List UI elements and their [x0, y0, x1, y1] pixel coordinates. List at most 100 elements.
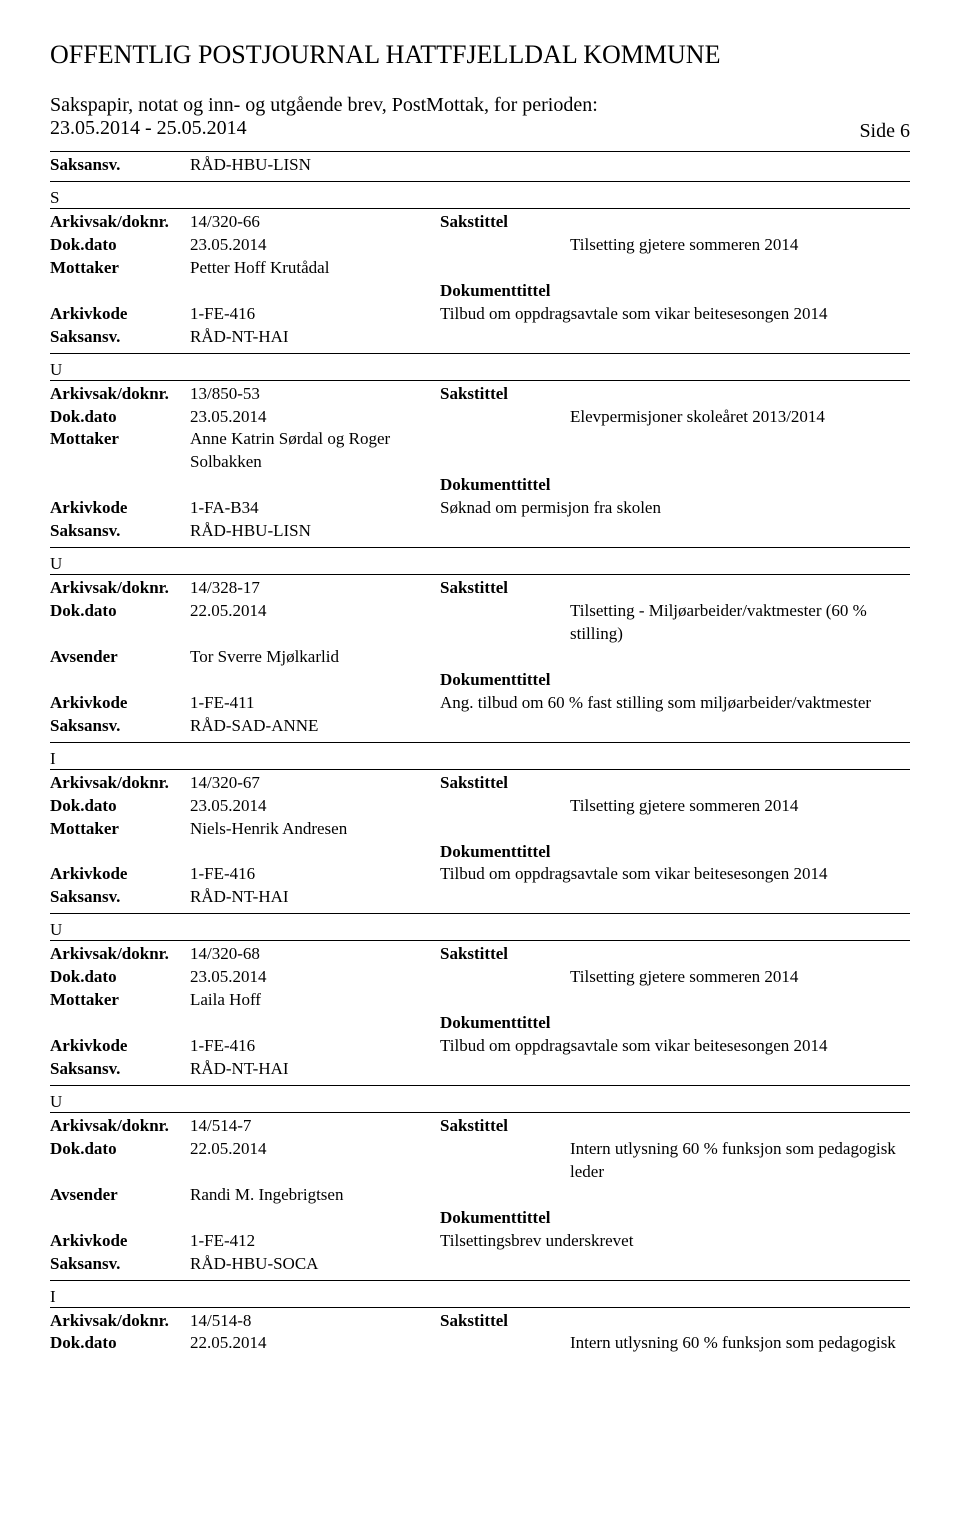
- party-rvalue: [570, 1184, 910, 1207]
- doktittel-value: Tilsettingsbrev underskrevet: [440, 1230, 910, 1276]
- page-subtitle: Sakspapir, notat og inn- og utgående bre…: [50, 94, 910, 117]
- doktittel-label-rvalue: [570, 669, 910, 692]
- arkivsak-rlabel: Sakstittel: [440, 772, 570, 795]
- doktittel-label-label: [50, 474, 190, 497]
- arkivkode-label: Arkivkode: [50, 863, 190, 886]
- arkivkode-label: Arkivkode: [50, 497, 190, 520]
- doktittel-label-value: [190, 474, 440, 497]
- doktittel-label-value: [190, 841, 440, 864]
- saksansv-label: Saksansv.: [50, 154, 190, 177]
- journal-record: UArkivsak/doknr.13/850-53SakstittelDok.d…: [50, 360, 910, 549]
- arkivsak-value: 13/850-53: [190, 383, 440, 406]
- dokdato-rvalue: Elevpermisjoner skoleåret 2013/2014: [570, 406, 910, 429]
- arkivsak-rvalue: [570, 383, 910, 406]
- doktittel-label-label: [50, 669, 190, 692]
- arkivsak-label: Arkivsak/doknr.: [50, 383, 190, 406]
- arkivsak-rvalue: [570, 211, 910, 234]
- dokdato-value: 22.05.2014: [190, 600, 440, 646]
- doktittel-value: Søknad om permisjon fra skolen: [440, 497, 910, 543]
- saksansv-label: Saksansv.: [50, 326, 190, 349]
- doktittel-label-rlabel: Dokumenttittel: [440, 1012, 570, 1035]
- arkivsak-value: 14/514-8: [190, 1310, 440, 1333]
- party-label: Avsender: [50, 1184, 190, 1207]
- arkivsak-value: 14/514-7: [190, 1115, 440, 1138]
- party-label: Avsender: [50, 646, 190, 669]
- arkivsak-label: Arkivsak/doknr.: [50, 772, 190, 795]
- party-rlabel: [440, 1184, 570, 1207]
- record-type: S: [50, 188, 910, 208]
- party-label: Mottaker: [50, 257, 190, 280]
- arkivsak-rvalue: [570, 1115, 910, 1138]
- saksansv-value: RÅD-HBU-LISN: [190, 520, 440, 543]
- dokdato-label: Dok.dato: [50, 795, 190, 818]
- arkivkode-label: Arkivkode: [50, 692, 190, 715]
- party-value: Laila Hoff: [190, 989, 440, 1012]
- doktittel-label-rvalue: [570, 474, 910, 497]
- dokdato-rlabel: [440, 1138, 570, 1184]
- party-rlabel: [440, 428, 570, 474]
- saksansv-value: RÅD-HBU-LISN: [190, 154, 440, 177]
- arkivkode-label: Arkivkode: [50, 303, 190, 326]
- page-title: OFFENTLIG POSTJOURNAL HATTFJELLDAL KOMMU…: [50, 40, 910, 70]
- saksansv-value: RÅD-SAD-ANNE: [190, 715, 440, 738]
- dokdato-value: 23.05.2014: [190, 406, 440, 429]
- record-type: I: [50, 749, 910, 769]
- arkivkode-label: Arkivkode: [50, 1230, 190, 1253]
- top-saksansv-block: Saksansv. RÅD-HBU-LISN: [50, 151, 910, 182]
- party-label: Mottaker: [50, 989, 190, 1012]
- arkivsak-rlabel: Sakstittel: [440, 383, 570, 406]
- doktittel-label-rvalue: [570, 1012, 910, 1035]
- dokdato-label: Dok.dato: [50, 966, 190, 989]
- dokdato-label: Dok.dato: [50, 234, 190, 257]
- arkivkode-value: 1-FE-416: [190, 303, 440, 326]
- doktittel-label-rlabel: Dokumenttittel: [440, 1207, 570, 1230]
- dokdato-label: Dok.dato: [50, 406, 190, 429]
- saksansv-label: Saksansv.: [50, 1058, 190, 1081]
- doktittel-label-rlabel: Dokumenttittel: [440, 841, 570, 864]
- saksansv-label: Saksansv.: [50, 520, 190, 543]
- doktittel-label-rlabel: Dokumenttittel: [440, 474, 570, 497]
- dokdato-value: 23.05.2014: [190, 795, 440, 818]
- doktittel-label-rvalue: [570, 280, 910, 303]
- journal-record: SArkivsak/doknr.14/320-66SakstittelDok.d…: [50, 188, 910, 354]
- dokdato-rvalue: Intern utlysning 60 % funksjon som pedag…: [570, 1138, 910, 1184]
- arkivsak-value: 14/320-68: [190, 943, 440, 966]
- doktittel-label-rlabel: Dokumenttittel: [440, 669, 570, 692]
- record-type: U: [50, 554, 910, 574]
- party-label: Mottaker: [50, 428, 190, 474]
- party-rlabel: [440, 818, 570, 841]
- arkivsak-value: 14/320-67: [190, 772, 440, 795]
- dokdato-label: Dok.dato: [50, 600, 190, 646]
- doktittel-value: Tilbud om oppdragsavtale som vikar beite…: [440, 863, 910, 909]
- dokdato-rvalue: Tilsetting - Miljøarbeider/vaktmester (6…: [570, 600, 910, 646]
- doktittel-label-rvalue: [570, 841, 910, 864]
- party-rvalue: [570, 989, 910, 1012]
- dokdato-value: 23.05.2014: [190, 234, 440, 257]
- journal-record: UArkivsak/doknr.14/328-17SakstittelDok.d…: [50, 554, 910, 743]
- doktittel-label-label: [50, 280, 190, 303]
- dokdato-label: Dok.dato: [50, 1332, 190, 1355]
- arkivsak-rlabel: Sakstittel: [440, 943, 570, 966]
- party-rvalue: [570, 428, 910, 474]
- saksansv-value: RÅD-HBU-SOCA: [190, 1253, 440, 1276]
- doktittel-label-label: [50, 1207, 190, 1230]
- arkivkode-value: 1-FE-416: [190, 1035, 440, 1058]
- arkivkode-value: 1-FE-411: [190, 692, 440, 715]
- arkivsak-label: Arkivsak/doknr.: [50, 943, 190, 966]
- dokdato-rvalue: Tilsetting gjetere sommeren 2014: [570, 795, 910, 818]
- party-label: Mottaker: [50, 818, 190, 841]
- party-rlabel: [440, 646, 570, 669]
- party-rvalue: [570, 257, 910, 280]
- arkivsak-rvalue: [570, 772, 910, 795]
- arkivsak-rvalue: [570, 943, 910, 966]
- party-value: Petter Hoff Krutådal: [190, 257, 440, 280]
- journal-record: UArkivsak/doknr.14/514-7SakstittelDok.da…: [50, 1092, 910, 1281]
- party-rlabel: [440, 257, 570, 280]
- dokdato-rlabel: [440, 600, 570, 646]
- dokdato-rlabel: [440, 795, 570, 818]
- party-rvalue: [570, 646, 910, 669]
- doktittel-value: Tilbud om oppdragsavtale som vikar beite…: [440, 303, 910, 349]
- record-type: U: [50, 1092, 910, 1112]
- saksansv-label: Saksansv.: [50, 715, 190, 738]
- saksansv-value: RÅD-NT-HAI: [190, 1058, 440, 1081]
